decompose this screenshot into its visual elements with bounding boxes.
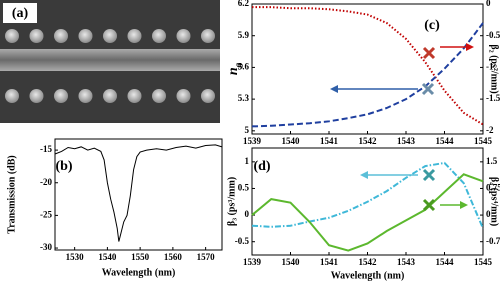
x-tick-label: 1542 <box>359 257 378 267</box>
y2-tick-label: -1 <box>486 61 494 71</box>
annotations <box>330 43 474 212</box>
y2-axis-label: β₂ (ps²/mm) <box>489 44 500 93</box>
y2-tick-label: 0 <box>486 0 491 8</box>
y2-tick-label: -0.75 <box>486 236 500 246</box>
x-tick-label: 1544 <box>436 136 455 146</box>
y2-tick-label: -1.5 <box>486 93 500 103</box>
marker-x <box>422 46 436 60</box>
x-axis-label: Wavelength (nm) <box>102 267 176 278</box>
hole-rows <box>5 29 215 103</box>
x-tick-label: 1540 <box>282 257 301 267</box>
y-tick-label: 5.9 <box>238 30 250 40</box>
hole <box>78 89 93 103</box>
data-line <box>54 144 223 242</box>
y-axis-label: β₃ (ps³/mm) <box>226 177 237 226</box>
x-tick-label: 1543 <box>397 136 416 146</box>
x-tick-label: 1550 <box>131 252 150 262</box>
hole <box>201 89 215 103</box>
x-tick-label: 1544 <box>436 257 455 267</box>
y-tick-label: -30 <box>40 242 52 252</box>
x-tick-label: 1539 <box>243 136 262 146</box>
x-tick-label: 1540 <box>282 136 301 146</box>
hole <box>5 29 19 43</box>
y2-tick-label: 0.75 <box>486 183 500 193</box>
sem-image: (a) <box>0 0 220 123</box>
marker-x <box>422 168 436 182</box>
arrow-head <box>466 43 474 51</box>
data-line <box>252 6 484 126</box>
y-tick-label: 5.6 <box>238 61 250 71</box>
hole <box>103 89 117 103</box>
hole <box>29 29 44 43</box>
hole <box>176 89 191 103</box>
hole <box>103 29 117 43</box>
plot-frame <box>54 138 223 251</box>
y-tick-label: 5.3 <box>238 93 250 103</box>
x-tick-label: 1545 <box>474 136 493 146</box>
hole <box>54 89 68 103</box>
x-tick-label: 1539 <box>243 257 262 267</box>
panel-label: (d) <box>253 159 270 174</box>
y-tick-label: 6.2 <box>238 0 250 8</box>
y-tick-label: -25 <box>40 209 52 219</box>
hole <box>152 29 166 43</box>
hole <box>78 29 93 43</box>
hole <box>29 89 44 103</box>
y-axis-label: Transmission (dB) <box>6 155 17 233</box>
hole <box>5 89 19 103</box>
x-tick-label: 1540 <box>98 252 117 262</box>
y2-axis-label: β₄ (ps⁴/mm) <box>489 177 500 226</box>
hole <box>127 89 142 103</box>
y-tick-label: 1 <box>245 156 250 166</box>
arrow-head <box>460 201 468 209</box>
x-tick-label: 1541 <box>320 257 339 267</box>
x-tick-label: 1545 <box>474 257 493 267</box>
waveguide <box>0 49 220 71</box>
y2-tick-label: 0 <box>486 209 491 219</box>
x-tick-label: 1560 <box>164 252 183 262</box>
data-line <box>251 173 484 252</box>
label-box <box>3 3 37 23</box>
panel-label: (a) <box>12 6 29 21</box>
x-tick-label: 1570 <box>197 252 216 262</box>
arrow-head <box>360 171 368 179</box>
hole <box>201 29 215 43</box>
y-tick-label: -15 <box>40 144 52 154</box>
panel-label: (b) <box>55 159 72 174</box>
y2-tick-label: 1.5 <box>486 156 498 166</box>
y-tick-label: -0.5 <box>235 236 250 246</box>
panel-label: (c) <box>424 18 440 33</box>
y2-tick-label: -0.5 <box>486 30 500 40</box>
arrow-head <box>330 85 338 93</box>
y2-tick-label: -2 <box>486 125 494 135</box>
x-tick-label: 1530 <box>66 252 85 262</box>
y-axis-label-part: g <box>233 62 243 68</box>
y-axis-label-part: n <box>226 67 241 75</box>
data-line <box>251 22 484 128</box>
y-tick-label: 0 <box>245 209 250 219</box>
x-tick-label: 1541 <box>320 136 339 146</box>
y-tick-label: -20 <box>40 177 52 187</box>
y-tick-label: 5 <box>245 125 250 135</box>
data-line <box>251 161 484 229</box>
x-axis-label: Wavelength (nm) <box>331 270 405 281</box>
hole <box>152 89 166 103</box>
hole <box>127 29 142 43</box>
hole <box>176 29 191 43</box>
hole <box>54 29 68 43</box>
x-tick-label: 1542 <box>359 136 378 146</box>
y-axis-label: ng <box>226 62 243 75</box>
y-tick-label: 0.5 <box>238 183 250 193</box>
marker-x <box>421 82 435 96</box>
x-tick-label: 1543 <box>397 257 416 267</box>
marker-x <box>422 198 436 212</box>
plot-frame <box>251 3 484 135</box>
